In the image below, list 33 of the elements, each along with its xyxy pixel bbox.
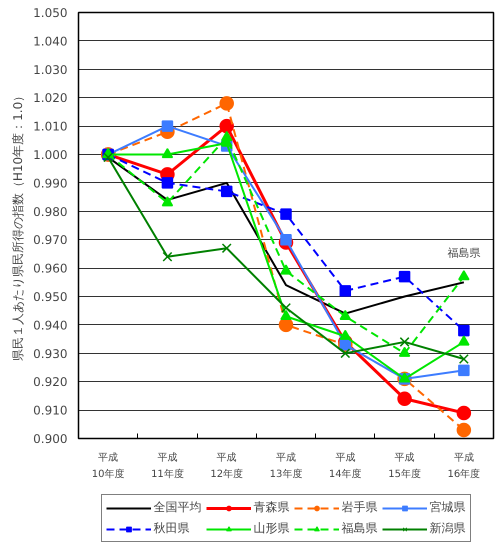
y-tick-label: 1.040 — [33, 34, 68, 48]
annotation: 福島県 — [447, 246, 480, 260]
x-tick-label: 平成 12年度 — [210, 452, 244, 480]
legend-label: 新潟県 — [430, 520, 466, 537]
y-tick-label: 0.990 — [33, 176, 68, 190]
y-tick-label: 1.000 — [33, 148, 68, 162]
y-tick-label: 0.940 — [33, 318, 68, 332]
y-tick-label: 1.020 — [33, 91, 68, 106]
y-tick-label: 0.920 — [33, 375, 68, 390]
x-tick-label: 平成 11年度 — [151, 452, 184, 480]
legend-label: 青森県 — [254, 499, 290, 516]
x-tick-label: 平成 14年度 — [328, 452, 362, 480]
x-tick-label: 平成 10年度 — [92, 452, 125, 480]
y-tick-label: 0.900 — [33, 432, 68, 446]
legend-label: 山形県 — [254, 520, 290, 537]
y-tick-label: 1.030 — [33, 62, 68, 77]
legend-label: 宮城県 — [430, 499, 466, 516]
y-tick-label: 0.950 — [33, 290, 68, 304]
y-tick-label: 1.010 — [33, 120, 68, 134]
legend-label: 福島県 — [342, 520, 378, 537]
x-tick-label: 平成 13年度 — [270, 452, 302, 480]
legend-label: 秋田県 — [154, 520, 190, 537]
y-tick-label: 0.980 — [33, 204, 68, 219]
legend-label: 全国平均 — [154, 499, 202, 516]
y-axis-title: 県民１人あたり県民所得の指数（H10年度：1.0） — [11, 90, 26, 362]
y-tick-label: 0.970 — [33, 233, 68, 248]
x-tick-label: 平成 16年度 — [447, 452, 480, 480]
y-tick-label: 0.960 — [33, 262, 68, 276]
y-tick-label: 0.910 — [33, 404, 68, 418]
legend-label: 岩手県 — [342, 499, 378, 516]
x-tick-label: 平成 15年度 — [388, 452, 421, 480]
y-tick-label: 0.930 — [33, 346, 68, 361]
y-tick-label: 1.050 — [33, 6, 68, 20]
